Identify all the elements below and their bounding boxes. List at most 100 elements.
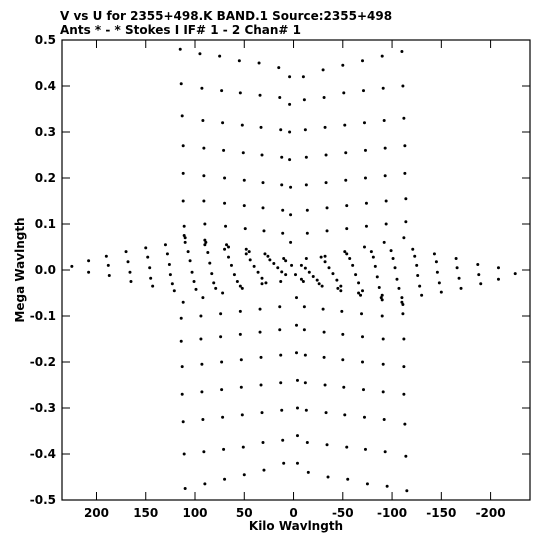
uv-point	[106, 263, 110, 267]
uv-point	[182, 224, 186, 228]
uv-point	[402, 365, 406, 369]
uv-point	[361, 360, 365, 364]
uv-point	[241, 445, 245, 449]
uv-point	[242, 178, 246, 182]
x-tick-label: 0	[289, 506, 297, 520]
uv-point	[240, 286, 244, 290]
uv-point	[375, 275, 379, 279]
uv-point	[167, 262, 171, 266]
uv-point	[220, 89, 224, 93]
y-tick-label: -0.5	[30, 493, 56, 507]
uv-point	[183, 236, 187, 240]
uv-point	[220, 360, 224, 364]
uv-point	[280, 270, 284, 274]
uv-point	[151, 284, 155, 288]
uv-point	[87, 259, 91, 263]
x-tick-label: 200	[84, 506, 109, 520]
uv-point	[260, 276, 264, 280]
uv-point	[393, 266, 397, 270]
uv-point	[260, 411, 264, 415]
uv-point	[204, 240, 208, 244]
uv-point	[395, 277, 399, 281]
uv-point	[182, 234, 186, 237]
uv-point	[244, 247, 248, 251]
uv-point	[202, 174, 206, 178]
uv-point	[301, 75, 305, 79]
uv-point	[288, 102, 292, 106]
uv-point	[346, 477, 350, 481]
uv-point	[404, 197, 408, 201]
uv-point	[344, 178, 348, 182]
uv-point	[282, 461, 286, 465]
uv-point	[343, 250, 347, 254]
uv-point	[238, 309, 242, 313]
uv-point	[357, 281, 361, 285]
uv-point	[288, 75, 292, 79]
uv-point	[361, 388, 365, 392]
uv-point	[362, 245, 366, 249]
uv-point	[128, 270, 132, 274]
uv-point	[149, 276, 153, 280]
uv-point	[418, 284, 422, 288]
uv-point	[200, 362, 204, 366]
y-tick-label: 0.2	[35, 171, 56, 185]
uv-point	[243, 227, 247, 231]
uv-point	[363, 447, 367, 451]
uv-point	[259, 125, 263, 129]
uv-point	[227, 245, 231, 249]
uv-point	[363, 148, 367, 152]
uv-point	[180, 392, 184, 396]
uv-point	[284, 273, 288, 277]
uv-point	[303, 353, 307, 357]
uv-point	[258, 307, 262, 311]
uv-point	[361, 89, 365, 93]
uv-point	[299, 277, 303, 281]
uv-point	[336, 286, 340, 290]
uv-point	[188, 259, 192, 263]
uv-point	[181, 300, 185, 304]
uv-point	[303, 381, 307, 385]
uv-point	[339, 289, 343, 293]
plot-frame	[61, 39, 531, 501]
uv-point	[206, 251, 210, 255]
uv-point	[384, 199, 388, 203]
uv-point	[339, 284, 343, 288]
uv-point	[373, 264, 377, 268]
uv-point	[371, 255, 375, 259]
uv-point	[223, 477, 227, 481]
uv-point	[179, 339, 183, 343]
uv-point	[294, 296, 298, 300]
uv-point	[183, 240, 187, 244]
uv-point	[324, 411, 328, 415]
x-tick-label: -150	[426, 506, 456, 520]
uv-point	[304, 408, 308, 412]
uv-point	[404, 220, 408, 224]
uv-point	[383, 174, 387, 178]
uv-point	[179, 82, 183, 86]
x-tick-label: 50	[236, 506, 253, 520]
uv-point	[280, 183, 284, 187]
uv-point	[400, 296, 404, 300]
uv-point	[289, 213, 293, 217]
uv-point	[360, 312, 364, 316]
uv-point	[454, 257, 458, 260]
uv-point	[225, 243, 229, 247]
uv-point	[181, 144, 185, 148]
uv-point	[264, 281, 268, 285]
uv-point	[325, 229, 329, 233]
uv-point	[235, 280, 239, 283]
uv-point	[277, 66, 281, 70]
uv-point	[289, 185, 293, 189]
uv-point	[343, 413, 347, 417]
uv-point	[459, 286, 463, 290]
uv-point	[400, 300, 404, 304]
uv-point	[323, 254, 327, 258]
uv-point	[240, 123, 244, 127]
uv-point	[208, 261, 212, 265]
uv-point	[323, 383, 327, 387]
uv-point	[439, 290, 443, 294]
uv-point	[146, 255, 150, 259]
uv-point	[262, 229, 266, 233]
uv-point	[403, 171, 407, 175]
